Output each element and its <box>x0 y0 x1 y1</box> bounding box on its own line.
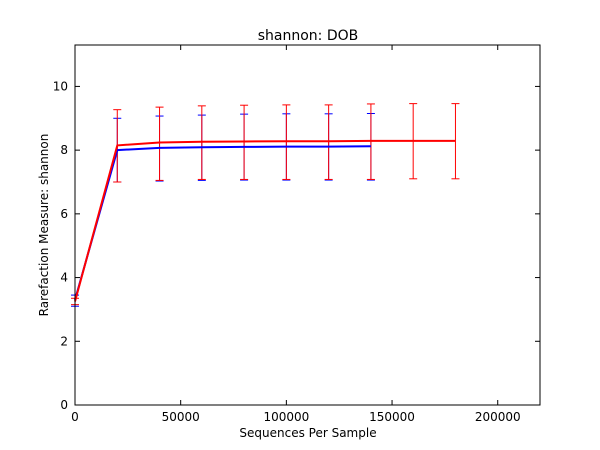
axes: 0 50000 100000 150000 200000 0 2 4 6 8 10 <box>53 45 540 424</box>
y-tick-label: 4 <box>60 271 68 285</box>
plot-frame <box>74 44 541 406</box>
y-axis-label: Rarefaction Measure: shannon <box>37 134 51 317</box>
x-tick-label: 100000 <box>263 410 309 424</box>
x-tick-label: 150000 <box>369 410 415 424</box>
y-tick-label: 10 <box>53 79 68 93</box>
error-bar <box>155 106 164 181</box>
series-line <box>74 139 456 302</box>
y-tick-label: 6 <box>60 207 68 221</box>
chart-title: shannon: DOB <box>258 28 359 44</box>
series-line <box>74 145 371 301</box>
x-tick-label: 200000 <box>475 410 521 424</box>
x-tick-label: 0 <box>71 410 79 424</box>
x-tick-label: 50000 <box>162 410 200 424</box>
plot-area <box>71 103 460 307</box>
y-tick-label: 2 <box>60 334 68 348</box>
x-axis-label: Sequences Per Sample <box>239 426 376 440</box>
y-tick-label: 0 <box>60 398 68 412</box>
y-tick-label: 8 <box>60 143 68 157</box>
